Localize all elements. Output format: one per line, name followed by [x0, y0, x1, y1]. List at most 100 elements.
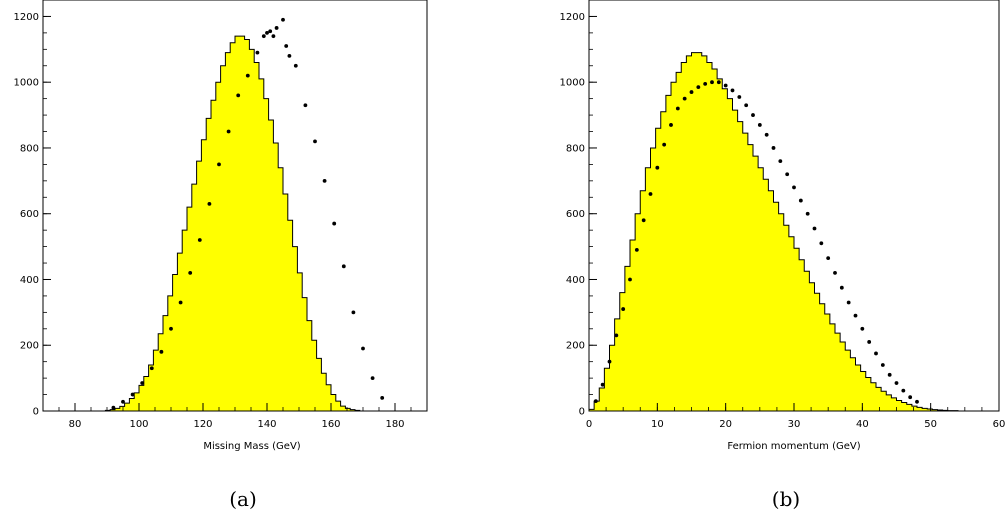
data-point — [757, 123, 762, 127]
y-tick-label: 1200 — [14, 12, 39, 23]
y-tick-label: 800 — [566, 143, 585, 154]
histogram-fill — [43, 36, 427, 411]
data-point — [351, 310, 356, 315]
data-point — [593, 399, 598, 404]
data-point — [874, 351, 878, 356]
y-tick-label: 400 — [566, 275, 585, 286]
data-point — [217, 162, 221, 167]
data-point — [915, 399, 919, 404]
data-point — [648, 192, 653, 196]
data-point — [178, 300, 183, 305]
data-point — [710, 80, 714, 85]
x-tick-label: 140 — [257, 419, 276, 430]
data-point — [826, 256, 831, 261]
x-tick-label: 160 — [321, 419, 340, 430]
data-point — [880, 363, 885, 367]
data-point — [839, 285, 844, 290]
x-tick-label: 80 — [69, 419, 82, 430]
x-tick-label: 180 — [385, 419, 404, 430]
data-point — [226, 129, 231, 134]
data-point — [628, 277, 632, 282]
x-tick-label: 60 — [993, 419, 1005, 430]
data-point — [894, 381, 899, 385]
data-point — [265, 30, 269, 35]
data-point — [111, 405, 116, 410]
y-tick-label: 200 — [20, 341, 39, 352]
data-point — [798, 198, 803, 203]
data-point — [197, 238, 202, 242]
panel-caption: (b) — [772, 487, 800, 511]
data-point — [792, 185, 796, 190]
data-point — [245, 73, 250, 78]
y-tick-label: 200 — [566, 341, 585, 352]
y-tick-label: 1000 — [560, 78, 585, 89]
data-point — [130, 392, 135, 397]
data-point — [149, 366, 154, 371]
data-point — [908, 395, 913, 400]
histogram-fill — [589, 52, 999, 411]
data-point — [744, 103, 749, 108]
data-point — [140, 381, 145, 385]
y-tick-label: 0 — [579, 407, 585, 418]
data-point — [867, 340, 872, 344]
data-point — [853, 313, 858, 318]
x-axis-title: Fermion momentum (GeV) — [727, 441, 860, 452]
x-tick-label: 40 — [856, 419, 869, 430]
data-point — [737, 95, 742, 99]
chart-panel-a: 80 100 120 140 160 180 0 200 400 600 800 1000 1200 Mi… — [14, 0, 428, 511]
x-tick-label: 50 — [924, 419, 937, 430]
data-point — [901, 388, 906, 393]
chart-panel-b: 0 10 20 30 40 50 60020040060080010001200Fermio… — [560, 0, 1005, 511]
data-point — [614, 333, 619, 338]
data-point — [805, 211, 810, 216]
y-tick-label: 1200 — [560, 12, 585, 23]
data-point — [188, 271, 193, 275]
data-point — [621, 307, 626, 311]
data-point — [261, 34, 266, 39]
data-point — [662, 142, 667, 147]
histogram-outline — [589, 52, 999, 411]
data-point — [812, 226, 817, 231]
x-tick-label: 20 — [719, 419, 732, 430]
y-tick-label: 600 — [566, 209, 585, 220]
data-point — [675, 106, 680, 111]
x-tick-label: 120 — [193, 419, 212, 430]
data-point — [271, 34, 276, 39]
data-point — [380, 395, 385, 400]
data-point — [696, 85, 701, 90]
panel-caption: (a) — [229, 487, 257, 511]
data-point — [293, 63, 298, 68]
data-point — [322, 178, 327, 183]
data-point — [833, 271, 837, 275]
y-tick-label: 600 — [20, 209, 39, 220]
x-tick-label: 30 — [788, 419, 801, 430]
plot-area — [43, 17, 427, 411]
data-point — [284, 44, 289, 48]
data-point — [303, 103, 308, 108]
data-point — [771, 146, 776, 150]
data-point — [778, 159, 783, 164]
data-point — [634, 247, 639, 252]
data-point — [255, 50, 260, 55]
data-point — [703, 81, 708, 86]
data-point — [689, 90, 694, 94]
data-point — [723, 83, 728, 88]
data-point — [607, 359, 612, 364]
plot-area — [589, 52, 999, 411]
data-point — [207, 201, 212, 206]
data-point — [751, 113, 755, 117]
y-tick-label: 1000 — [14, 78, 39, 89]
data-point — [274, 26, 279, 30]
data-point — [716, 80, 721, 85]
data-point — [819, 241, 824, 246]
y-tick-label: 0 — [33, 407, 39, 418]
data-point — [341, 264, 346, 269]
y-tick-label: 800 — [20, 143, 39, 154]
data-point — [669, 123, 673, 127]
y-tick-label: 400 — [20, 275, 39, 286]
histogram-outline — [43, 35, 427, 411]
x-tick-label: 100 — [129, 419, 148, 430]
data-point — [159, 349, 164, 354]
x-tick-label: 10 — [651, 419, 664, 430]
x-tick-label: 0 — [586, 419, 592, 430]
